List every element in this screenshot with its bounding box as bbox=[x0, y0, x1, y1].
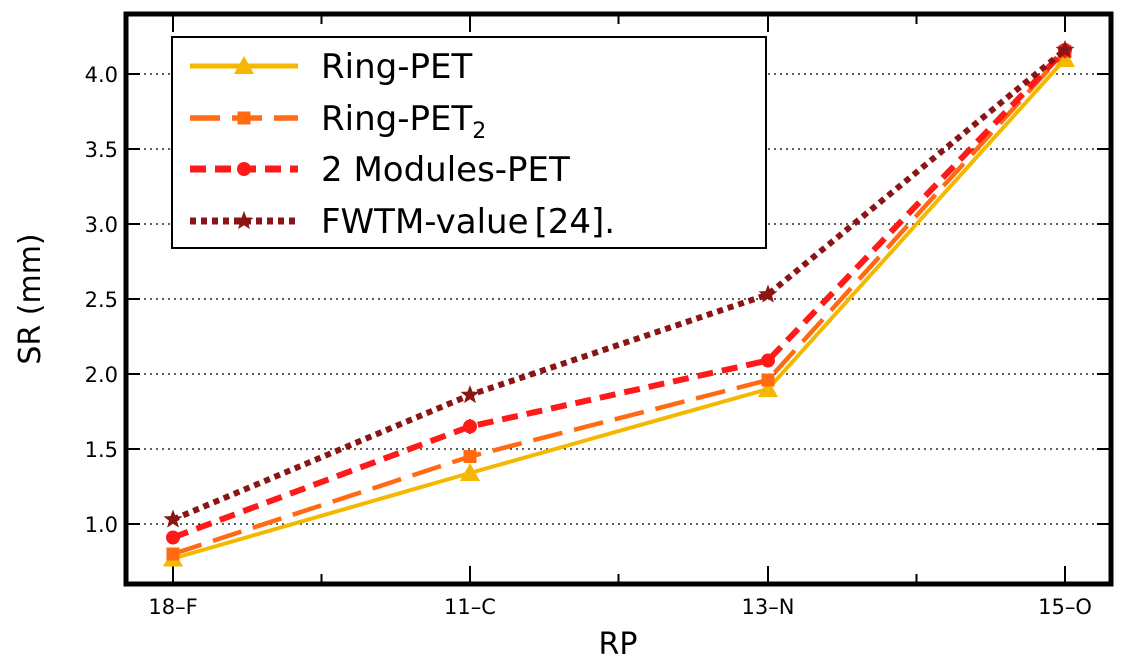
legend-label: Ring-PET bbox=[321, 47, 472, 87]
x-tick-label: 13–N bbox=[742, 595, 795, 619]
x-axis-ticks: 18–F 11–C 13–N 15–O bbox=[148, 14, 1092, 619]
x-tick-label: 15–O bbox=[1038, 595, 1092, 619]
y-tick-label: 3.5 bbox=[85, 138, 118, 162]
legend-marker bbox=[234, 211, 254, 230]
plot-frame bbox=[123, 11, 1114, 587]
data-point bbox=[460, 385, 480, 404]
legend-label: Ring-PET2 bbox=[321, 99, 486, 144]
data-point bbox=[761, 373, 775, 387]
legend-marker bbox=[234, 56, 254, 74]
data-point bbox=[463, 419, 477, 434]
data-point bbox=[761, 353, 775, 368]
legend-marker bbox=[237, 111, 251, 125]
y-axis-label: SR (mm) bbox=[13, 233, 48, 364]
y-tick-label: 3.0 bbox=[85, 213, 118, 237]
data-point bbox=[758, 379, 778, 397]
series-line bbox=[172, 49, 1067, 557]
data-point bbox=[163, 509, 183, 528]
data-point bbox=[166, 547, 180, 561]
data-point bbox=[1055, 40, 1075, 59]
x-tick-label: 18–F bbox=[148, 595, 197, 619]
x-tick-label: 11–C bbox=[444, 595, 496, 619]
series-4 bbox=[163, 40, 1075, 528]
series-line bbox=[172, 57, 1067, 561]
legend-item: Ring-PET bbox=[190, 47, 472, 87]
legend-label: 2 Modules-PET bbox=[321, 150, 570, 190]
data-point bbox=[758, 284, 778, 303]
y-tick-label: 1.5 bbox=[85, 438, 118, 462]
legend-label: FWTM-value [24]. bbox=[321, 202, 615, 242]
legend: Ring-PET Ring-PET2 2 Modules-PET FWTM-value… bbox=[171, 36, 767, 249]
y-tick-label: 1.0 bbox=[85, 513, 118, 537]
series-layer bbox=[163, 40, 1075, 567]
x-axis-label: RP bbox=[599, 627, 638, 662]
legend-item: FWTM-value [24]. bbox=[190, 202, 615, 242]
data-point bbox=[166, 530, 180, 545]
y-tick-label: 2.5 bbox=[85, 288, 118, 312]
y-tick-label: 4.0 bbox=[85, 63, 118, 87]
legend-item: Ring-PET2 bbox=[190, 99, 486, 144]
data-point bbox=[463, 450, 477, 463]
series-line bbox=[171, 47, 1068, 541]
legend-item: 2 Modules-PET bbox=[190, 150, 570, 190]
legend-box bbox=[171, 36, 767, 249]
data-point bbox=[460, 463, 480, 481]
series-line bbox=[171, 47, 1067, 523]
y-tick-label: 2.0 bbox=[85, 363, 118, 387]
legend-marker bbox=[237, 162, 251, 176]
